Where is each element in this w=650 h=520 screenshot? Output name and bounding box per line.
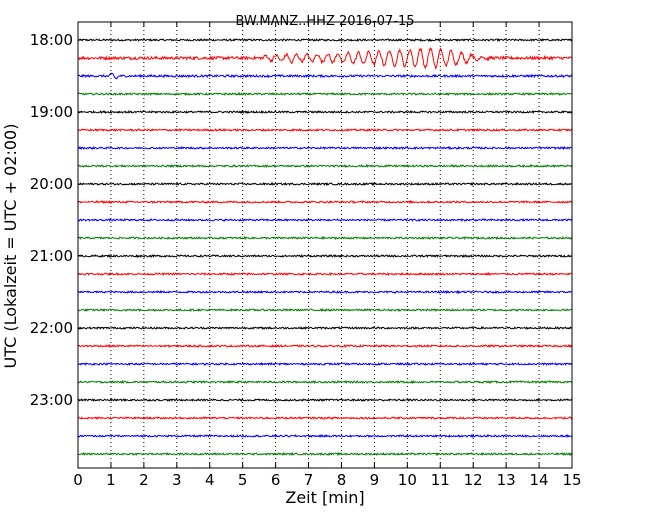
x-tick-label-4: 4 (205, 471, 215, 489)
trace-2215 (77, 343, 573, 349)
trace-1815 (77, 46, 573, 71)
y-tick-label-5: 23:00 (30, 391, 73, 409)
trace-2300 (77, 397, 573, 403)
x-tick-label-2: 2 (139, 471, 149, 489)
x-tick-label-1: 1 (106, 471, 116, 489)
traces-group (77, 37, 573, 457)
x-tick-label-9: 9 (370, 471, 380, 489)
x-tick-label-6: 6 (271, 471, 281, 489)
y-tick-label-2: 20:00 (30, 175, 73, 193)
trace-1900 (77, 109, 573, 115)
x-tick-label-13: 13 (497, 471, 516, 489)
x-tick-label-3: 3 (172, 471, 182, 489)
trace-2030 (77, 217, 573, 223)
plot-frame (77, 21, 573, 469)
trace-1945 (77, 163, 573, 169)
x-tick-label-8: 8 (337, 471, 347, 489)
trace-2130 (77, 289, 573, 295)
trace-2100 (77, 253, 573, 259)
y-tick-label-0: 18:00 (30, 31, 73, 49)
trace-2315 (77, 416, 573, 420)
grid-lines (110, 22, 540, 468)
trace-1915 (77, 127, 573, 132)
trace-1830 (77, 72, 573, 80)
trace-2330 (77, 433, 573, 439)
x-axis-ticks: 0 1 2 3 4 5 6 7 8 9 10 11 12 13 14 15 (73, 22, 582, 489)
x-tick-label-5: 5 (238, 471, 248, 489)
y-tick-label-1: 19:00 (30, 103, 73, 121)
y-tick-label-4: 22:00 (30, 319, 73, 337)
x-tick-label-15: 15 (562, 471, 581, 489)
y-axis-ticks: 18:00 19:00 20:00 21:00 22:00 23:00 (30, 31, 572, 409)
trace-1845 (77, 91, 573, 97)
y-axis-label: UTC (Lokalzeit = UTC + 02:00) (1, 124, 20, 369)
trace-2345 (77, 451, 573, 457)
x-tick-label-10: 10 (398, 471, 417, 489)
trace-2230 (77, 361, 573, 367)
trace-2015 (77, 199, 573, 205)
x-tick-label-12: 12 (464, 471, 483, 489)
x-tick-label-0: 0 (73, 471, 83, 489)
trace-1800 (77, 37, 573, 43)
trace-2200 (77, 325, 573, 330)
trace-2000 (77, 181, 573, 187)
x-tick-label-11: 11 (431, 471, 450, 489)
trace-2145 (77, 307, 573, 313)
trace-2045 (77, 235, 573, 241)
x-tick-label-14: 14 (530, 471, 549, 489)
y-tick-label-3: 21:00 (30, 247, 73, 265)
x-tick-label-7: 7 (304, 471, 314, 489)
trace-1930 (77, 145, 573, 151)
trace-2115 (77, 271, 573, 277)
x-axis-label: Zeit [min] (285, 488, 364, 507)
trace-2245 (77, 379, 573, 385)
